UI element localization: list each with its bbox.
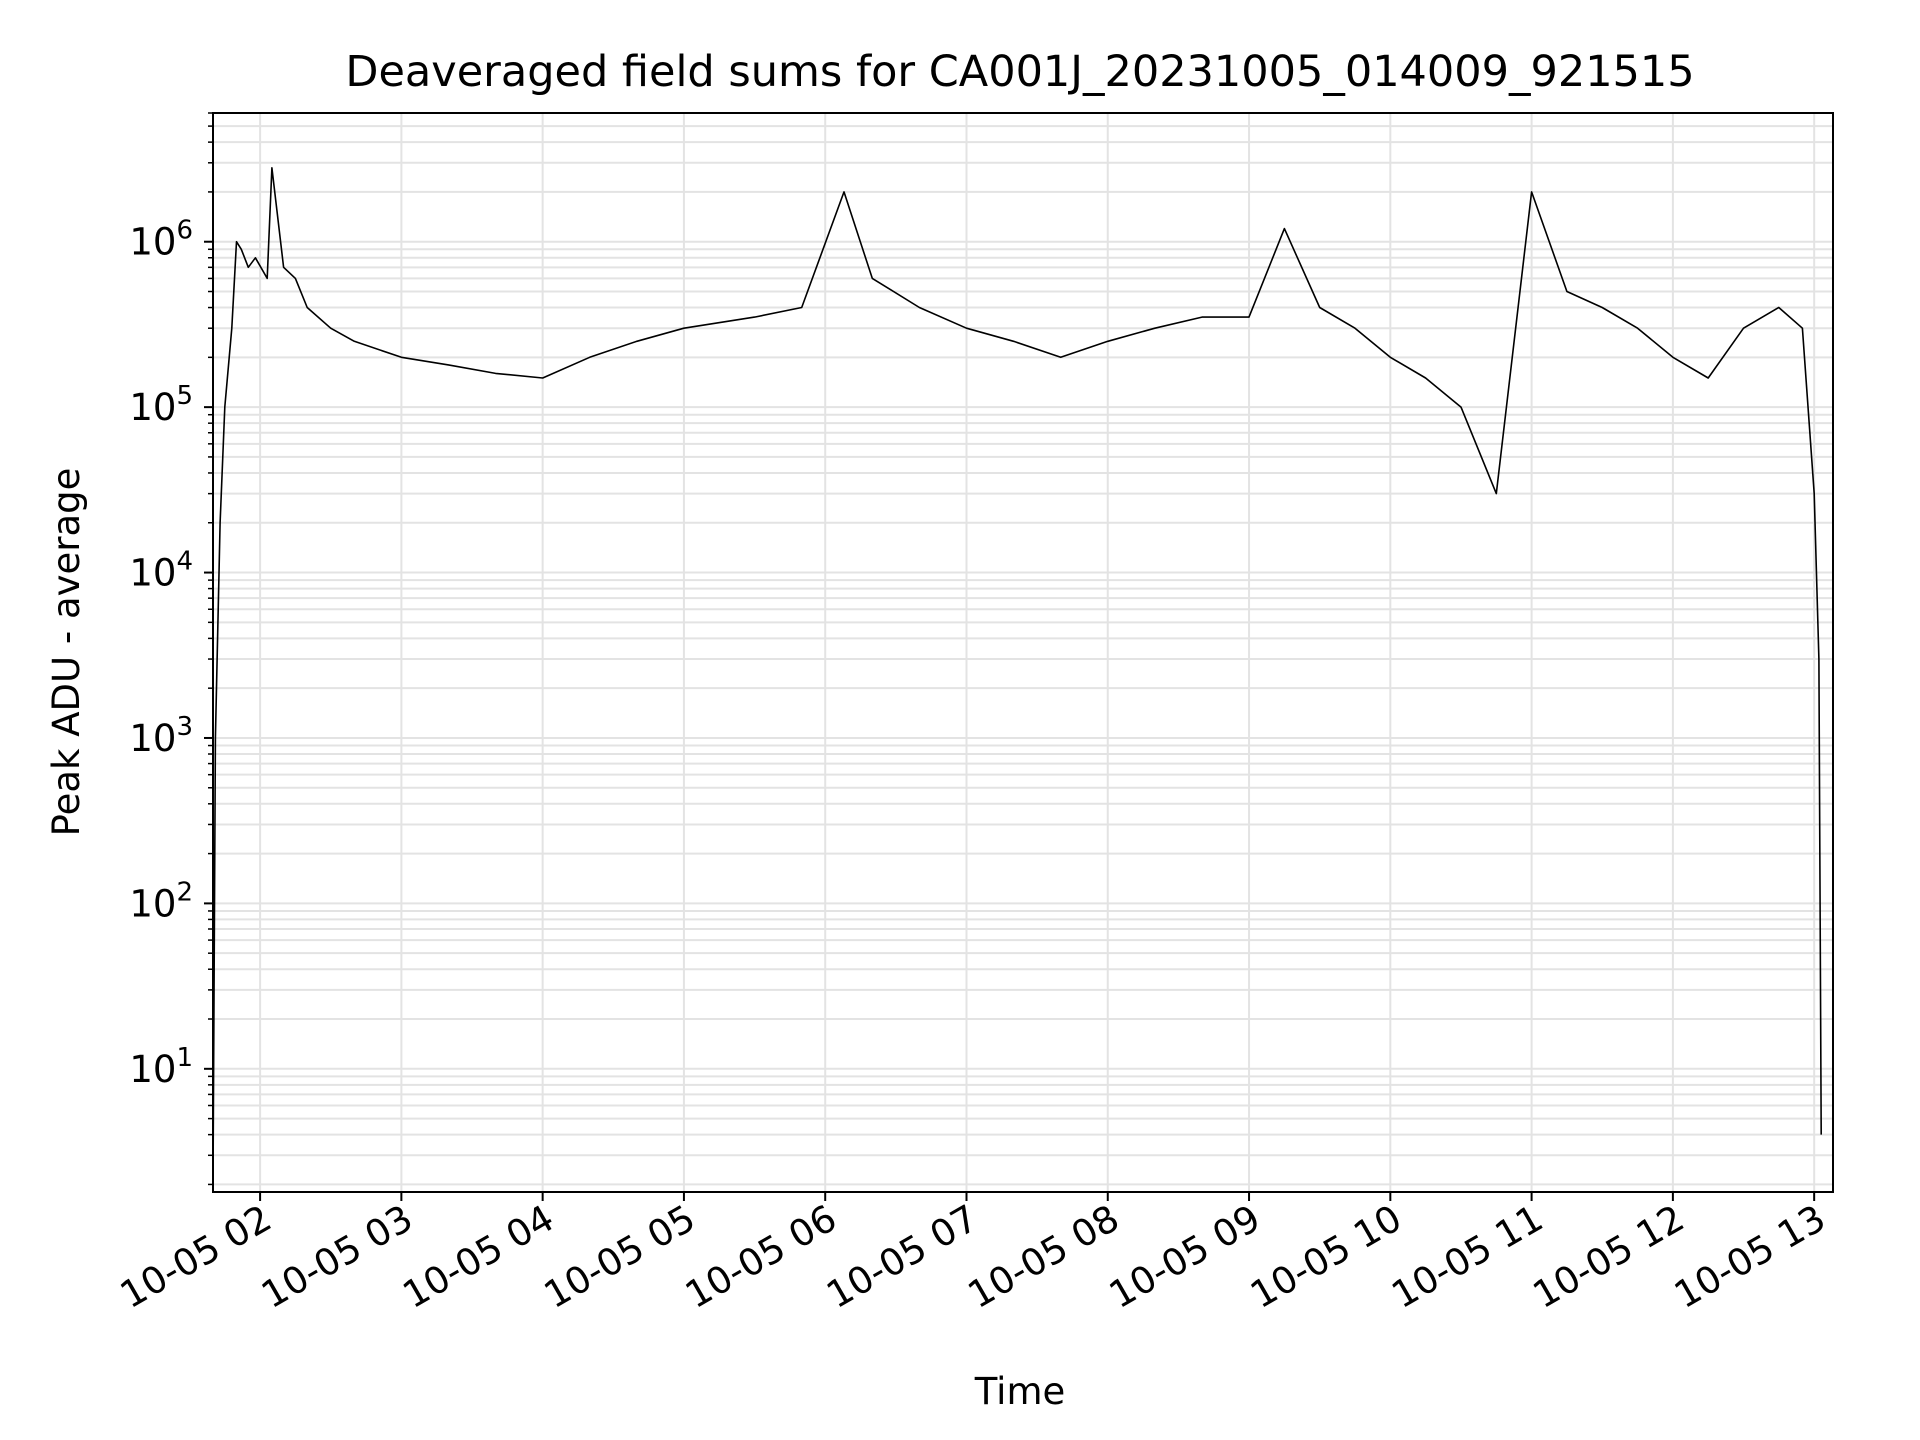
y-axis-label: Peak ADU - average	[45, 468, 88, 837]
x-tick-label: 10-05 02	[113, 1197, 279, 1317]
x-tick-label: 10-05 07	[819, 1197, 985, 1317]
x-tick-label: 10-05 09	[1102, 1197, 1268, 1317]
chart-title: Deaveraged field sums for CA001J_2023100…	[345, 47, 1694, 97]
x-tick-label: 10-05 08	[961, 1197, 1127, 1317]
x-tick-label: 10-05 04	[396, 1197, 562, 1317]
x-tick-label: 10-05 06	[678, 1197, 844, 1317]
y-tick-label: 103	[129, 712, 193, 760]
data-layer	[212, 167, 1822, 1185]
y-tick-label: 105	[129, 381, 193, 429]
y-tick-label: 104	[129, 547, 193, 595]
data-series-line	[212, 167, 1822, 1185]
x-tick-label: 10-05 10	[1243, 1197, 1409, 1317]
grid-layer	[213, 112, 1833, 1192]
x-tick-label: 10-05 05	[537, 1197, 703, 1317]
x-axis-label: Time	[974, 1370, 1066, 1413]
plot-frame	[212, 112, 1834, 1193]
y-tick-label: 101	[129, 1043, 193, 1091]
y-tick-label: 102	[129, 877, 193, 925]
x-tick-label: 10-05 03	[254, 1197, 420, 1317]
x-tick-label: 10-05 11	[1385, 1197, 1551, 1317]
x-tick-label: 10-05 13	[1667, 1197, 1833, 1317]
x-tick-label: 10-05 12	[1526, 1197, 1692, 1317]
y-tick-label: 106	[129, 216, 193, 264]
